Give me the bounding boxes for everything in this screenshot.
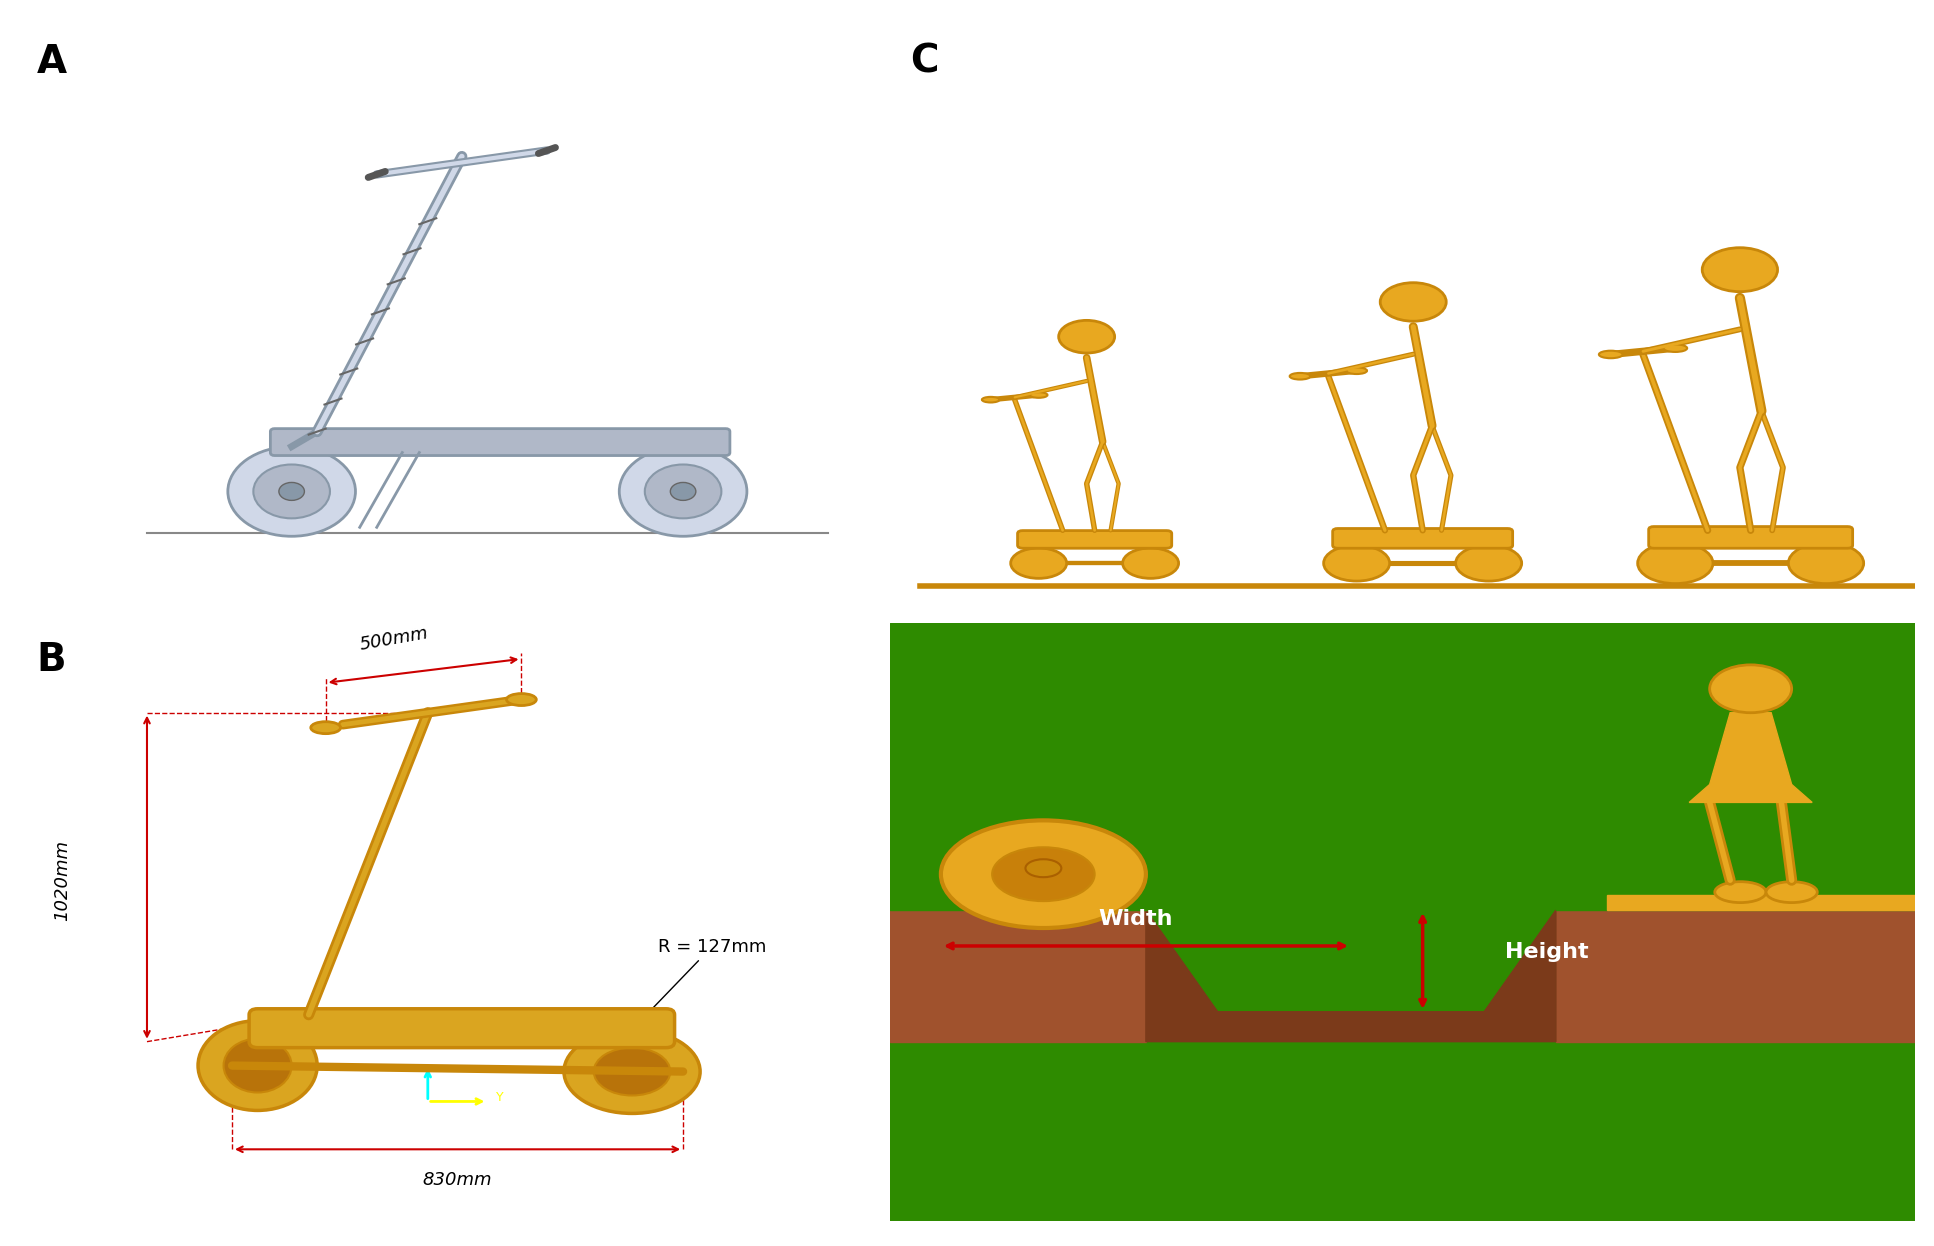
Circle shape [619,446,747,536]
Circle shape [1710,665,1791,713]
Ellipse shape [1031,392,1048,397]
Text: Y: Y [495,1091,503,1104]
Ellipse shape [942,820,1145,928]
Circle shape [1058,320,1114,353]
Text: 1020mm: 1020mm [52,840,72,921]
Ellipse shape [982,397,1000,402]
Ellipse shape [565,1029,700,1114]
Ellipse shape [1789,543,1864,583]
Ellipse shape [1766,882,1818,902]
Polygon shape [890,898,1145,910]
Circle shape [1702,248,1777,292]
Ellipse shape [1638,543,1714,583]
FancyBboxPatch shape [249,1009,675,1048]
Ellipse shape [1011,548,1068,578]
Ellipse shape [1599,350,1623,359]
Ellipse shape [197,1020,317,1110]
Polygon shape [1710,713,1791,785]
Text: Width: Width [1099,910,1172,930]
Polygon shape [890,910,1145,1042]
FancyBboxPatch shape [271,429,729,456]
Polygon shape [1607,895,1915,910]
Circle shape [228,446,356,536]
Text: C: C [911,42,938,81]
Ellipse shape [594,1048,671,1095]
FancyBboxPatch shape [1017,531,1172,548]
Polygon shape [890,623,1915,1221]
Ellipse shape [1323,546,1391,581]
Ellipse shape [1715,882,1766,902]
Ellipse shape [224,1039,292,1093]
Text: R = 127mm: R = 127mm [634,938,766,1028]
Ellipse shape [507,694,536,705]
FancyBboxPatch shape [1333,528,1512,548]
Ellipse shape [1122,548,1178,578]
Ellipse shape [311,721,340,734]
Circle shape [671,482,696,501]
Circle shape [278,482,304,501]
Ellipse shape [1663,344,1686,351]
Circle shape [1381,283,1447,321]
Ellipse shape [1456,546,1522,581]
Circle shape [644,465,721,518]
Polygon shape [1688,785,1812,802]
Text: 830mm: 830mm [424,1171,493,1189]
Ellipse shape [1290,373,1311,380]
FancyBboxPatch shape [1648,527,1853,548]
Polygon shape [1557,910,1915,1042]
Circle shape [253,465,331,518]
Text: Height: Height [1505,942,1588,962]
Polygon shape [1557,898,1915,910]
Ellipse shape [1025,860,1062,877]
Text: B: B [37,640,66,679]
Text: 500mm: 500mm [358,624,429,654]
Polygon shape [1145,910,1557,1042]
Ellipse shape [992,847,1095,901]
Text: A: A [37,42,66,81]
Ellipse shape [1346,368,1367,374]
